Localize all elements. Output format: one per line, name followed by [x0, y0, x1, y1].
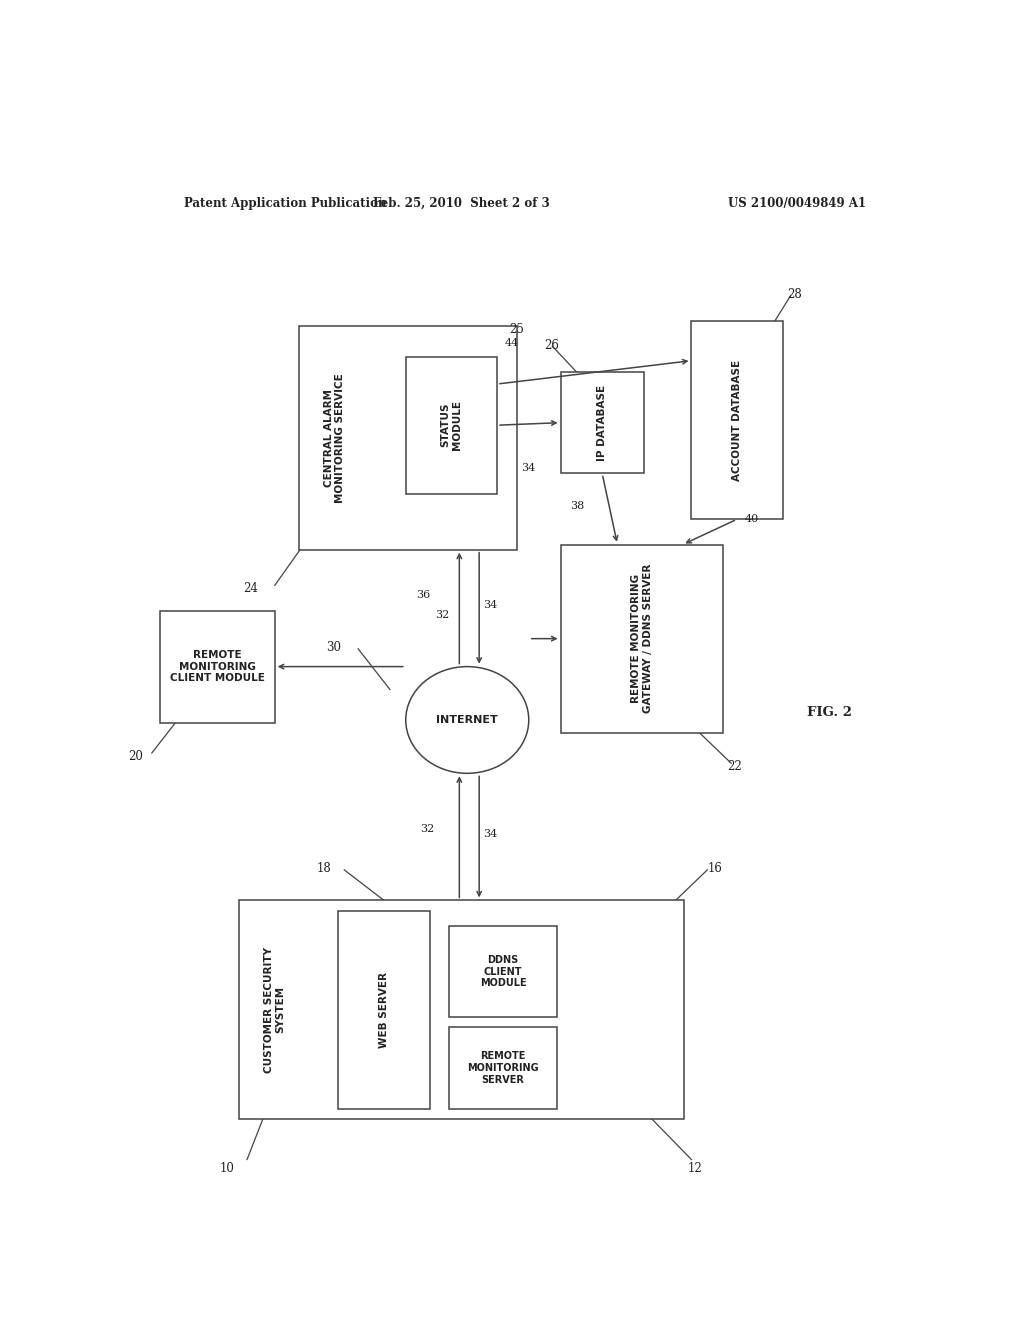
Bar — [691, 321, 782, 519]
Text: REMOTE
MONITORING
CLIENT MODULE: REMOTE MONITORING CLIENT MODULE — [170, 649, 265, 684]
Text: CENTRAL ALARM
MONITORING SERVICE: CENTRAL ALARM MONITORING SERVICE — [324, 374, 345, 503]
Text: INTERNET: INTERNET — [436, 715, 498, 725]
Bar — [560, 372, 644, 474]
Text: 34: 34 — [483, 601, 498, 610]
Text: Patent Application Publication: Patent Application Publication — [183, 197, 386, 210]
Text: 10: 10 — [219, 1162, 234, 1175]
Text: 38: 38 — [570, 502, 585, 511]
Ellipse shape — [406, 667, 528, 774]
Text: 44: 44 — [505, 338, 519, 348]
Text: CUSTOMER SECURITY
SYSTEM: CUSTOMER SECURITY SYSTEM — [264, 946, 286, 1073]
Text: 40: 40 — [745, 513, 759, 524]
Text: 26: 26 — [545, 338, 559, 351]
Text: Feb. 25, 2010  Sheet 2 of 3: Feb. 25, 2010 Sheet 2 of 3 — [373, 197, 550, 210]
Bar — [338, 911, 430, 1109]
Text: 12: 12 — [687, 1162, 702, 1175]
Text: 34: 34 — [521, 463, 536, 473]
Text: 30: 30 — [327, 642, 341, 653]
Bar — [450, 925, 557, 1018]
Text: 32: 32 — [420, 824, 434, 834]
Bar — [406, 356, 497, 494]
Text: 28: 28 — [786, 288, 802, 301]
Text: 36: 36 — [416, 590, 430, 601]
Bar — [299, 326, 517, 549]
Bar — [160, 611, 274, 722]
Text: 24: 24 — [243, 582, 258, 595]
Bar — [240, 900, 684, 1119]
Text: IP DATABASE: IP DATABASE — [597, 384, 607, 461]
Text: STATUS
MODULE: STATUS MODULE — [440, 400, 462, 450]
Text: ACCOUNT DATABASE: ACCOUNT DATABASE — [732, 359, 742, 480]
Text: 16: 16 — [708, 862, 722, 875]
Text: 25: 25 — [509, 323, 524, 337]
Text: 18: 18 — [316, 862, 331, 875]
Bar — [560, 545, 723, 733]
Bar — [450, 1027, 557, 1109]
Text: REMOTE
MONITORING
SERVER: REMOTE MONITORING SERVER — [467, 1052, 539, 1085]
Text: 34: 34 — [483, 829, 498, 838]
Text: 20: 20 — [128, 750, 143, 763]
Text: DDNS
CLIENT
MODULE: DDNS CLIENT MODULE — [479, 954, 526, 989]
Text: FIG. 2: FIG. 2 — [807, 706, 852, 719]
Text: 32: 32 — [435, 610, 450, 620]
Text: US 2100/0049849 A1: US 2100/0049849 A1 — [728, 197, 866, 210]
Text: WEB SERVER: WEB SERVER — [379, 972, 389, 1048]
Text: 22: 22 — [727, 760, 742, 774]
Text: REMOTE MONITORING
GATEWAY / DDNS SERVER: REMOTE MONITORING GATEWAY / DDNS SERVER — [631, 564, 652, 713]
